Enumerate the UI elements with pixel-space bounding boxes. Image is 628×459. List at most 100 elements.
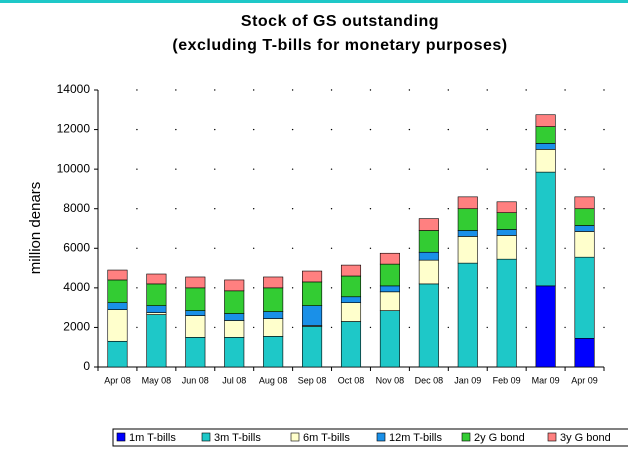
- x-tick-label: May 08: [142, 375, 172, 385]
- bar-segment: [224, 279, 245, 292]
- grid-dot: [291, 287, 294, 289]
- grid-dot: [136, 287, 138, 289]
- y-tick-label: 10000: [57, 161, 91, 175]
- grid-dot: [330, 287, 333, 289]
- bar-segment: [107, 279, 128, 303]
- bar-segment: [418, 230, 439, 253]
- legend-label: 12m T-bills: [389, 432, 442, 444]
- legend-swatch: [461, 432, 471, 442]
- grid-dot: [214, 208, 216, 210]
- bar-segment: [224, 290, 245, 314]
- grid-dot: [525, 287, 527, 289]
- grid-dot: [214, 128, 216, 131]
- grid-dot: [175, 326, 177, 329]
- bar-segment: [340, 296, 362, 303]
- grid-dot: [486, 208, 488, 210]
- bar-segment: [496, 201, 517, 213]
- x-tick-label: Jul 08: [222, 375, 246, 385]
- legend-label: 3y G bond: [560, 432, 611, 444]
- y-tick-label: 12000: [57, 122, 91, 136]
- bar-segment: [574, 208, 595, 226]
- grid-dot: [486, 247, 488, 249]
- grid-dot: [447, 89, 450, 91]
- grid-dot: [564, 208, 566, 210]
- grid-dot: [136, 89, 138, 91]
- grid-dot: [525, 326, 527, 329]
- bar-segment: [418, 218, 439, 231]
- bar-segment: [302, 326, 323, 368]
- grid-dot: [447, 128, 450, 131]
- grid-dot: [214, 287, 216, 289]
- grid-dot: [525, 247, 527, 249]
- grid-dot: [330, 128, 333, 131]
- grid-dot: [408, 326, 411, 329]
- grid-dot: [175, 168, 177, 170]
- legend-label: 1m T-bills: [129, 432, 176, 444]
- x-tick-label: Aug 08: [259, 375, 288, 385]
- x-tick-label: Apr 08: [104, 375, 131, 385]
- grid-dot: [447, 247, 450, 249]
- legend-swatch: [290, 432, 300, 442]
- grid-dot: [369, 89, 372, 91]
- bar-segment: [418, 251, 439, 261]
- bar-segment: [535, 143, 556, 150]
- bar-segment: [496, 229, 517, 236]
- grid-dot: [175, 89, 177, 91]
- bar-segment: [302, 270, 323, 283]
- grid-dot: [447, 208, 450, 210]
- x-tick-label: Sep 08: [298, 375, 327, 385]
- grid-dot: [486, 287, 488, 289]
- grid-dot: [369, 287, 372, 289]
- grid-dot: [214, 247, 216, 249]
- bar-segment: [146, 283, 167, 306]
- grid-dot: [369, 128, 372, 131]
- grid-dot: [564, 247, 566, 249]
- bar-segment: [185, 315, 206, 338]
- bar-segment: [379, 263, 400, 287]
- grid-dot: [252, 326, 255, 329]
- grid-dot: [603, 168, 605, 170]
- bar-segment: [185, 276, 206, 289]
- grid-dot: [330, 326, 333, 329]
- grid-dot: [252, 89, 255, 91]
- bar-segment: [496, 235, 517, 260]
- y-tick-label: 0: [83, 359, 90, 373]
- legend-box: [112, 428, 628, 447]
- grid-dot: [603, 208, 605, 210]
- grid-dot: [408, 208, 411, 210]
- grid-dot: [564, 128, 566, 131]
- grid-dot: [252, 287, 255, 289]
- bar-segment: [146, 273, 167, 285]
- grid-dot: [447, 326, 450, 329]
- bar-segment: [535, 171, 556, 287]
- bar-segment: [574, 231, 595, 258]
- legend-swatch: [116, 432, 126, 442]
- grid-dot: [330, 208, 333, 210]
- bar-segment: [107, 340, 128, 368]
- chart-subtitle: (excluding T-bills for monetary purposes…: [172, 37, 507, 54]
- grid-dot: [447, 168, 450, 170]
- bar-segment: [146, 305, 167, 313]
- grid-dot: [175, 208, 177, 210]
- bar-segment: [457, 208, 478, 231]
- top-strip: [0, 0, 628, 3]
- bar-segment: [379, 310, 400, 368]
- bar-segment: [302, 305, 323, 326]
- bar-segment: [185, 287, 206, 311]
- grid-dot: [486, 326, 488, 329]
- bar-segment: [185, 337, 206, 368]
- x-tick-label: Apr 09: [571, 375, 598, 385]
- grid-dot: [408, 89, 411, 91]
- bar-segment: [340, 264, 362, 277]
- bar-segment: [224, 320, 245, 338]
- legend-label: 2y G bond: [474, 432, 525, 444]
- bar-segment: [263, 318, 284, 337]
- bar-segment: [263, 287, 284, 312]
- bar-segment: [224, 313, 245, 321]
- y-tick-label: 6000: [63, 240, 90, 254]
- grid-dot: [291, 326, 294, 329]
- grid-dot: [291, 89, 294, 91]
- grid-dot: [603, 287, 605, 289]
- grid-dot: [486, 128, 488, 131]
- y-tick-label: 2000: [63, 320, 90, 334]
